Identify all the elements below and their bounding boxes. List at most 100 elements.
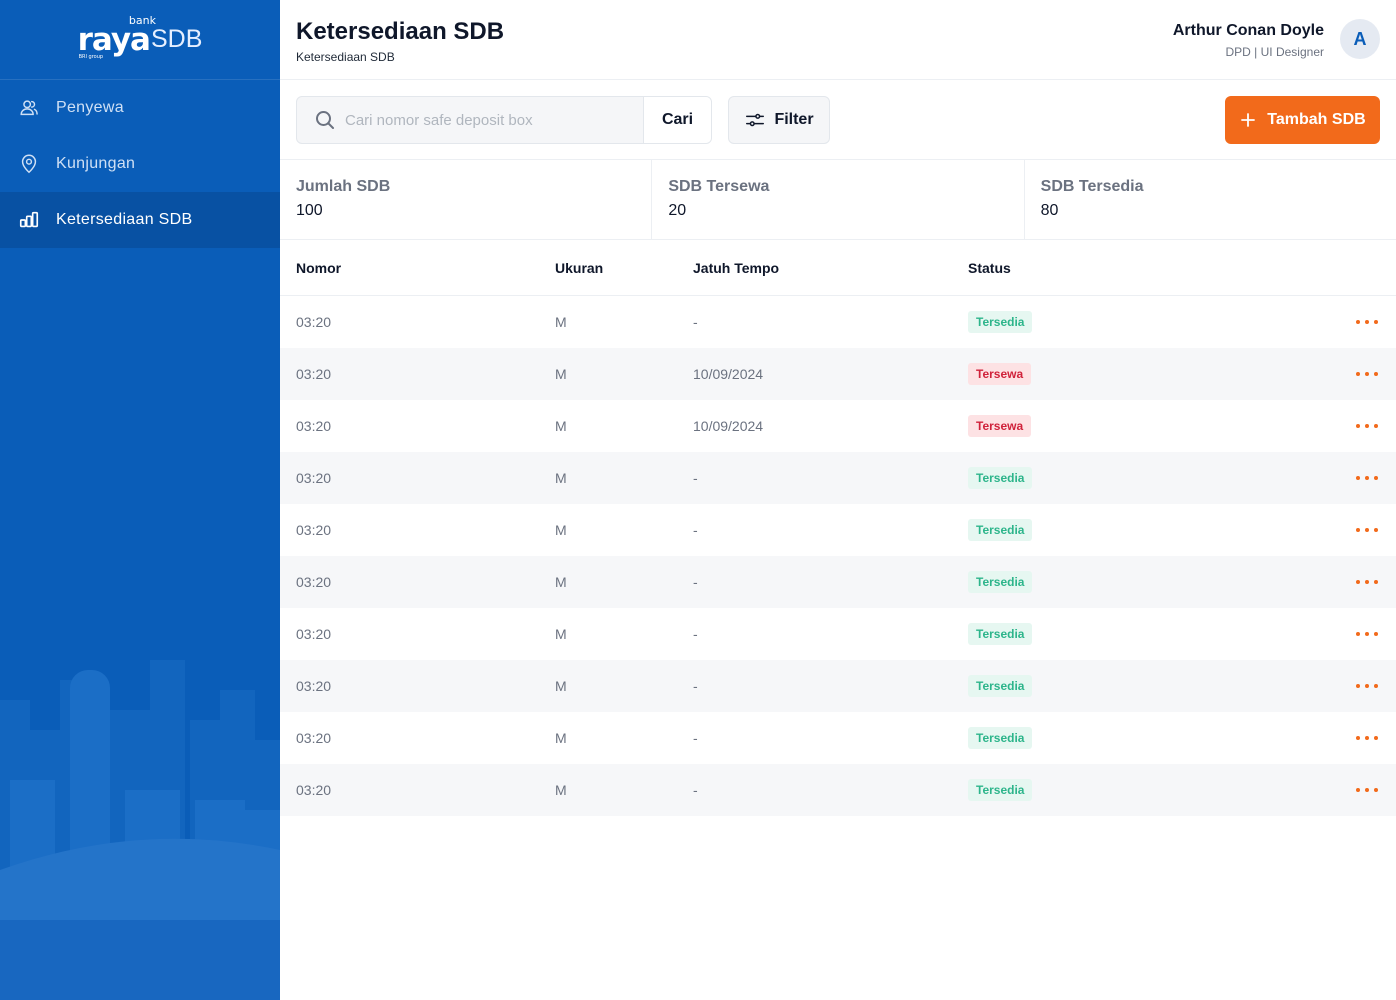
cell-status: Tersedia (968, 623, 1268, 645)
stat-sdb-tersedia: SDB Tersedia 80 (1025, 160, 1396, 239)
table-row[interactable]: 03:20 M 10/09/2024 Tersewa (280, 348, 1396, 400)
more-options-icon[interactable] (1356, 473, 1378, 483)
cell-nomor: 03:20 (296, 626, 332, 642)
cell-jatuh-tempo: - (693, 626, 698, 642)
column-header-nomor[interactable]: Nomor (296, 259, 342, 276)
add-sdb-button-label: Tambah SDB (1267, 111, 1366, 128)
location-pin-icon (18, 153, 40, 175)
cell-ukuran: M (555, 574, 567, 590)
sidebar-item-ketersediaan-sdb[interactable]: Ketersediaan SDB (0, 192, 280, 248)
sidebar-item-kunjungan[interactable]: Kunjungan (0, 136, 280, 192)
cell-jatuh-tempo: - (693, 314, 698, 330)
stats-bar: Jumlah SDB 100 SDB Tersewa 20 SDB Tersed… (280, 160, 1396, 240)
cell-jatuh-tempo: - (693, 782, 698, 798)
search-box: Cari (296, 96, 712, 144)
cell-ukuran: M (555, 418, 567, 434)
stat-label: Jumlah SDB (296, 178, 391, 195)
status-badge: Tersewa (968, 363, 1032, 385)
breadcrumb[interactable]: Ketersediaan SDB (296, 50, 395, 64)
city-skyline-illustration (0, 660, 280, 1000)
cell-nomor: 03:20 (296, 366, 332, 382)
table-header: Nomor Ukuran Jatuh Tempo Status (280, 240, 1396, 296)
cell-nomor: 03:20 (296, 678, 332, 694)
more-options-icon[interactable] (1356, 317, 1378, 327)
cell-nomor: 03:20 (296, 730, 332, 746)
search-field[interactable] (297, 97, 643, 143)
cell-status: Tersedia (968, 519, 1268, 541)
add-sdb-button[interactable]: Tambah SDB (1225, 96, 1380, 144)
cell-status: Tersedia (968, 727, 1268, 749)
column-header-status[interactable]: Status (968, 259, 1011, 276)
search-button[interactable]: Cari (643, 97, 711, 143)
cell-jatuh-tempo: - (693, 522, 698, 538)
table-row[interactable]: 03:20 M - Tersedia (280, 296, 1396, 348)
search-input[interactable] (345, 111, 625, 129)
sidebar-item-penyewa[interactable]: Penyewa (0, 80, 280, 136)
table-row[interactable]: 03:20 M - Tersedia (280, 764, 1396, 816)
column-header-ukuran[interactable]: Ukuran (555, 259, 604, 276)
filter-button-label: Filter (774, 111, 814, 128)
status-badge: Tersedia (968, 727, 1033, 749)
plus-icon (1241, 113, 1256, 127)
users-icon (18, 97, 40, 119)
cell-status: Tersewa (968, 415, 1268, 437)
table-row[interactable]: 03:20 M - Tersedia (280, 660, 1396, 712)
cell-ukuran: M (555, 522, 567, 538)
cell-status: Tersedia (968, 311, 1268, 333)
cell-status: Tersedia (968, 467, 1268, 489)
status-badge: Tersedia (968, 623, 1033, 645)
table-row[interactable]: 03:20 M - Tersedia (280, 608, 1396, 660)
page-title: Ketersediaan SDB (296, 18, 505, 45)
cell-jatuh-tempo: - (693, 574, 698, 590)
page-header: Ketersediaan SDB Ketersediaan SDB Arthur… (280, 0, 1396, 80)
cell-ukuran: M (555, 678, 567, 694)
table-row[interactable]: 03:20 M - Tersedia (280, 452, 1396, 504)
table-row[interactable]: 03:20 M - Tersedia (280, 556, 1396, 608)
status-badge: Tersedia (968, 311, 1033, 333)
filter-button[interactable]: Filter (728, 96, 830, 144)
more-options-icon[interactable] (1356, 681, 1378, 691)
status-badge: Tersedia (968, 675, 1033, 697)
bar-chart-icon (18, 209, 40, 231)
more-options-icon[interactable] (1356, 577, 1378, 587)
table-body: 03:20 M - Tersedia 03:20 M 10/09/2024 Tersewa 03… (280, 296, 1396, 816)
user-role: DPD | UI Designer (1225, 45, 1324, 59)
more-options-icon[interactable] (1356, 785, 1378, 795)
toolbar: Cari Filter Tambah SDB (280, 80, 1396, 160)
column-header-jatuh-tempo[interactable]: Jatuh Tempo (693, 259, 780, 276)
more-options-icon[interactable] (1356, 525, 1378, 535)
stat-sdb-tersewa: SDB Tersewa 20 (652, 160, 1025, 239)
cell-status: Tersedia (968, 675, 1268, 697)
stat-jumlah-sdb: Jumlah SDB 100 (280, 160, 653, 239)
cell-jatuh-tempo: 10/09/2024 (693, 418, 764, 434)
status-badge: Tersedia (968, 779, 1033, 801)
main-content: Ketersediaan SDB Ketersediaan SDB Arthur… (280, 0, 1396, 1000)
avatar[interactable]: A (1340, 19, 1380, 59)
sidebar: raya bank BRI group SDB Penyewa Kunjungan … (0, 0, 280, 1000)
more-options-icon[interactable] (1356, 629, 1378, 639)
table-row[interactable]: 03:20 M 10/09/2024 Tersewa (280, 400, 1396, 452)
status-badge: Tersedia (968, 571, 1033, 593)
cell-nomor: 03:20 (296, 418, 332, 434)
cell-jatuh-tempo: - (693, 470, 698, 486)
more-options-icon[interactable] (1356, 421, 1378, 431)
status-badge: Tersedia (968, 519, 1033, 541)
user-name: Arthur Conan Doyle (1172, 22, 1324, 39)
cell-nomor: 03:20 (296, 522, 332, 538)
user-info[interactable]: Arthur Conan Doyle DPD | UI Designer (1173, 22, 1324, 59)
status-badge: Tersewa (968, 415, 1032, 437)
table-row[interactable]: 03:20 M - Tersedia (280, 712, 1396, 764)
cell-ukuran: M (555, 470, 567, 486)
more-options-icon[interactable] (1356, 733, 1378, 743)
brand-logo[interactable]: raya bank BRI group SDB (0, 0, 280, 80)
sidebar-item-label: Kunjungan (56, 155, 136, 172)
table-row[interactable]: 03:20 M - Tersedia (280, 504, 1396, 556)
logo-bank-text: bank (128, 13, 156, 27)
more-options-icon[interactable] (1356, 369, 1378, 379)
cell-status: Tersedia (968, 779, 1268, 801)
cell-nomor: 03:20 (296, 782, 332, 798)
cell-jatuh-tempo: - (693, 678, 698, 694)
cell-nomor: 03:20 (296, 470, 332, 486)
cell-ukuran: M (555, 366, 567, 382)
filter-sliders-icon (746, 113, 765, 127)
